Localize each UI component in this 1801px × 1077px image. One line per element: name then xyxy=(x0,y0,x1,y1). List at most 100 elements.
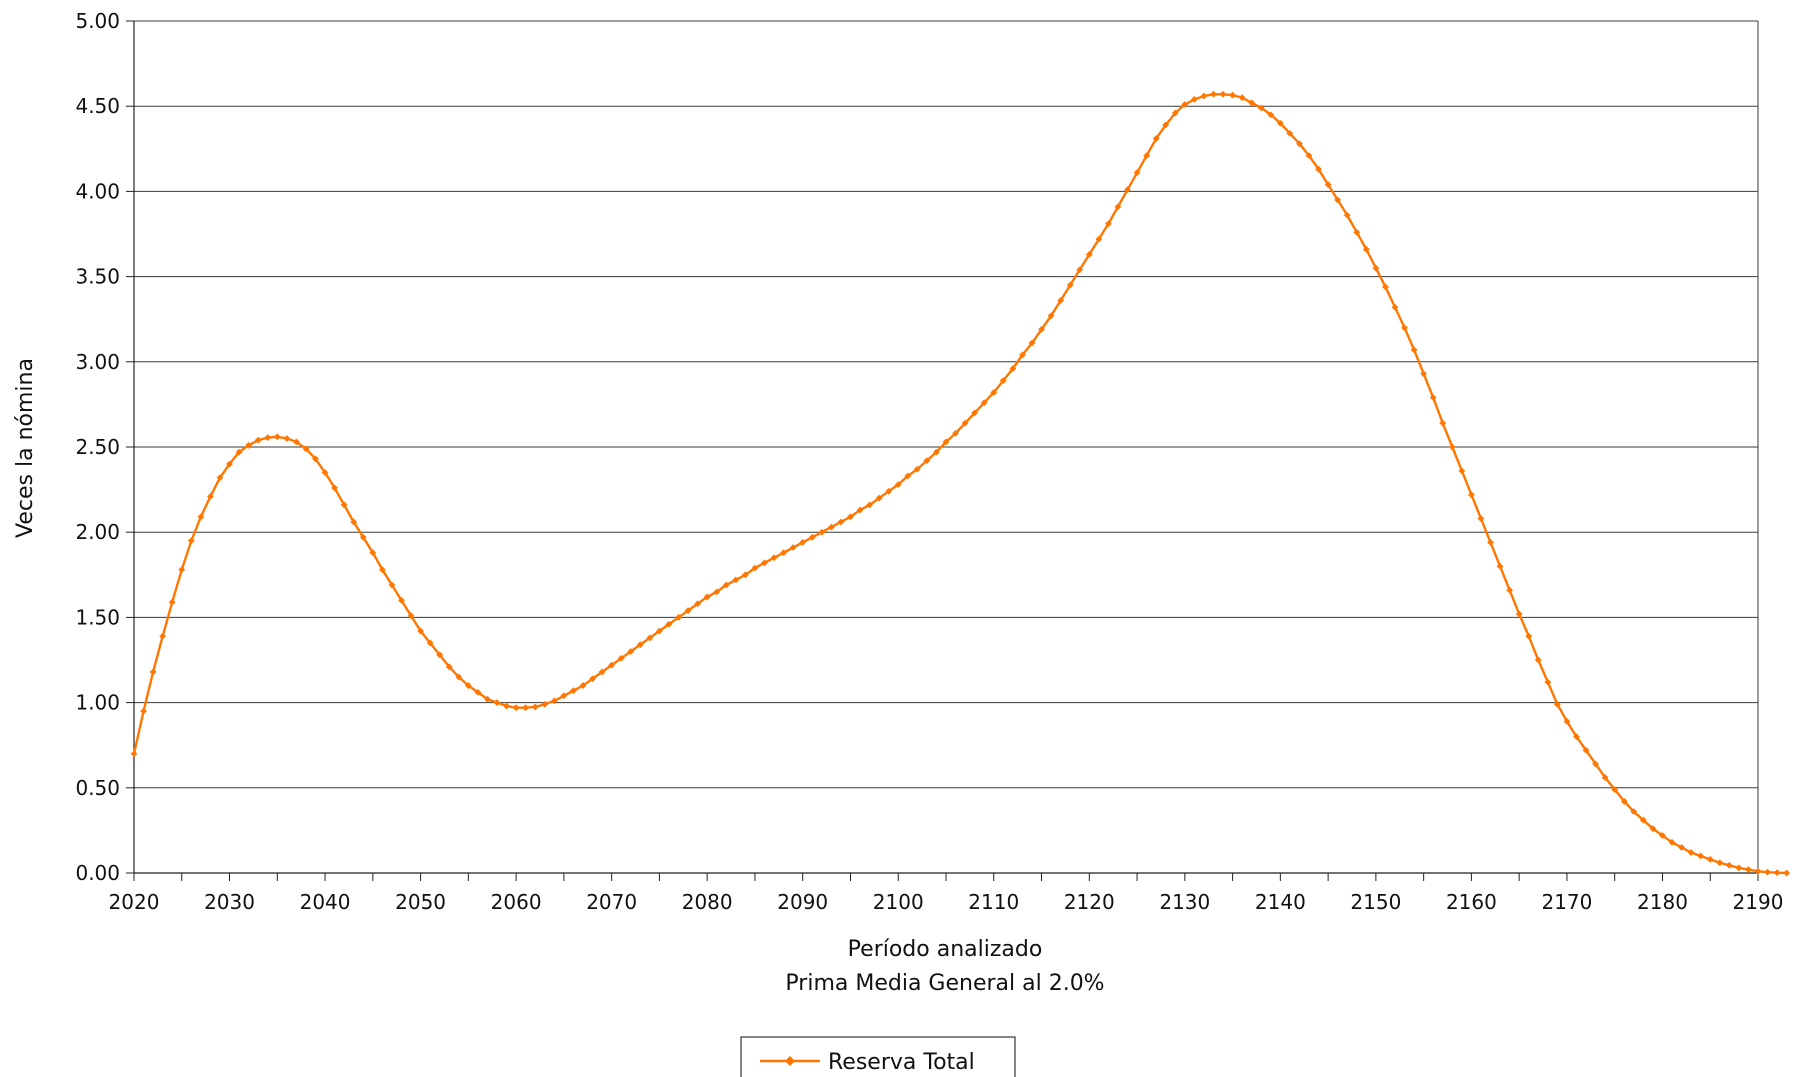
data-point xyxy=(1324,181,1332,188)
axes xyxy=(126,20,1759,881)
data-point xyxy=(636,641,644,649)
data-point xyxy=(207,493,214,500)
data-point xyxy=(503,702,510,710)
y-tick-label: 1.00 xyxy=(75,691,120,715)
data-point xyxy=(464,682,472,689)
data-point xyxy=(1754,867,1762,875)
data-point xyxy=(589,675,596,683)
data-point xyxy=(1267,111,1275,119)
x-tick-label: 2020 xyxy=(109,890,160,914)
data-point xyxy=(187,537,195,545)
data-point xyxy=(1639,816,1647,824)
x-tick-label: 2040 xyxy=(300,890,351,914)
data-point xyxy=(436,651,444,659)
data-point xyxy=(818,528,826,536)
data-point xyxy=(1372,264,1380,272)
data-point xyxy=(293,438,300,446)
data-point xyxy=(1706,855,1714,863)
x-tick-label: 2170 xyxy=(1541,890,1592,914)
data-point xyxy=(1382,283,1389,291)
data-point xyxy=(1697,852,1705,860)
data-point xyxy=(837,518,845,526)
data-point xyxy=(283,435,291,442)
data-point xyxy=(675,614,682,621)
data-point xyxy=(1276,119,1284,127)
x-tick-label: 2050 xyxy=(395,890,446,914)
data-point xyxy=(1783,869,1791,877)
data-point xyxy=(703,593,711,601)
data-point xyxy=(1305,152,1313,160)
data-point xyxy=(1601,774,1609,781)
data-point xyxy=(1439,419,1447,427)
x-tick-label: 2080 xyxy=(682,890,733,914)
data-point xyxy=(1716,859,1724,867)
data-point xyxy=(378,566,386,574)
data-point xyxy=(1515,610,1523,618)
data-point xyxy=(952,429,959,437)
x-tick-label: 2060 xyxy=(491,890,542,914)
data-point xyxy=(235,448,243,456)
data-point xyxy=(913,465,921,473)
y-tick-label: 3.50 xyxy=(75,265,120,289)
data-point xyxy=(1506,586,1514,594)
data-point xyxy=(350,518,358,526)
data-point xyxy=(417,627,424,635)
legend-marker-icon xyxy=(785,1056,795,1066)
data-point xyxy=(407,612,415,620)
data-point xyxy=(713,588,721,596)
data-point xyxy=(904,472,912,480)
data-point xyxy=(732,576,740,584)
data-point xyxy=(1764,868,1771,876)
data-point xyxy=(331,484,339,492)
data-point xyxy=(1171,109,1179,117)
data-point xyxy=(1735,864,1743,872)
data-point xyxy=(999,377,1007,384)
data-point xyxy=(1525,632,1533,640)
y-tick-label: 4.00 xyxy=(75,179,120,203)
data-point xyxy=(1200,92,1208,100)
data-point xyxy=(1009,365,1017,373)
legend-label: Reserva Total xyxy=(828,1050,975,1075)
data-point xyxy=(149,668,157,676)
data-point xyxy=(741,571,749,579)
data-point xyxy=(1248,99,1256,107)
data-point xyxy=(1353,228,1361,236)
data-point xyxy=(560,692,568,700)
data-point xyxy=(617,654,625,662)
x-tick-label: 2120 xyxy=(1064,890,1115,914)
data-point xyxy=(321,469,329,476)
data-point xyxy=(512,704,520,712)
data-point xyxy=(627,648,635,655)
data-point xyxy=(1210,90,1217,98)
data-point xyxy=(245,441,253,449)
data-point xyxy=(1181,101,1189,108)
data-point xyxy=(1114,203,1122,211)
data-point xyxy=(856,506,864,514)
data-point xyxy=(455,673,463,681)
legend-box xyxy=(740,1036,1016,1077)
data-point xyxy=(1773,869,1781,877)
data-point xyxy=(694,600,702,608)
series-layer xyxy=(132,93,1787,875)
data-point xyxy=(894,481,902,488)
chart-subtitle: Prima Media General al 2.0% xyxy=(785,971,1104,996)
data-point xyxy=(1573,733,1580,741)
x-tick-label: 2030 xyxy=(204,890,255,914)
data-point xyxy=(1162,121,1170,129)
data-point xyxy=(1611,786,1619,793)
x-tick-label: 2140 xyxy=(1255,890,1306,914)
x-tick-label: 2160 xyxy=(1446,890,1497,914)
data-point xyxy=(980,399,988,407)
data-point xyxy=(875,494,883,502)
data-point xyxy=(388,581,396,589)
data-point xyxy=(1343,211,1351,219)
data-point xyxy=(273,433,281,441)
data-point xyxy=(990,389,998,396)
data-point xyxy=(1544,678,1552,686)
data-point xyxy=(1429,394,1437,401)
data-point xyxy=(1687,849,1695,856)
data-point xyxy=(1095,235,1103,243)
data-point xyxy=(1630,808,1638,816)
data-point xyxy=(608,661,616,669)
